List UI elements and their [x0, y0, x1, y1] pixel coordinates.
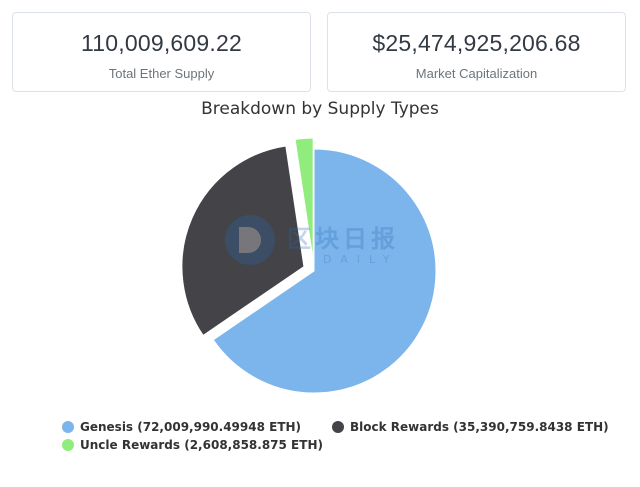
legend-label-block-rewards: Block Rewards (35,390,759.8438 ETH)	[350, 420, 609, 434]
pie-chart	[181, 137, 437, 394]
legend-item-genesis[interactable]: Genesis (72,009,990.49948 ETH)	[62, 420, 301, 434]
pie-slice-genesis[interactable]	[212, 148, 437, 394]
legend-label-genesis: Genesis (72,009,990.49948 ETH)	[80, 420, 302, 434]
pie-slice-uncle-rewards[interactable]	[294, 137, 314, 261]
market-cap-value: $25,474,925,206.68	[372, 30, 581, 56]
legend-marker-genesis	[62, 421, 74, 433]
legend-item-block-rewards[interactable]: Block Rewards (35,390,759.8438 ETH)	[332, 420, 609, 434]
legend-marker-block-rewards	[332, 421, 344, 433]
legend-marker-uncle-rewards	[62, 439, 74, 451]
market-cap-label: Market Capitalization	[415, 66, 538, 81]
total-supply-value: 110,009,609.22	[81, 30, 242, 56]
chart-legend: Genesis (72,009,990.49948 ETH) Block Rew…	[62, 417, 622, 457]
legend-label-uncle-rewards: Uncle Rewards (2,608,858.875 ETH)	[80, 438, 323, 452]
market-cap-card: $25,474,925,206.68 Market Capitalization	[327, 12, 626, 92]
chart-title: Breakdown by Supply Types	[201, 99, 439, 119]
legend-item-uncle-rewards[interactable]: Uncle Rewards (2,608,858.875 ETH)	[62, 438, 323, 452]
pie-slice-block-rewards[interactable]	[181, 145, 305, 337]
total-supply-card: 110,009,609.22 Total Ether Supply	[12, 12, 311, 92]
total-supply-label: Total Ether Supply	[108, 66, 215, 81]
